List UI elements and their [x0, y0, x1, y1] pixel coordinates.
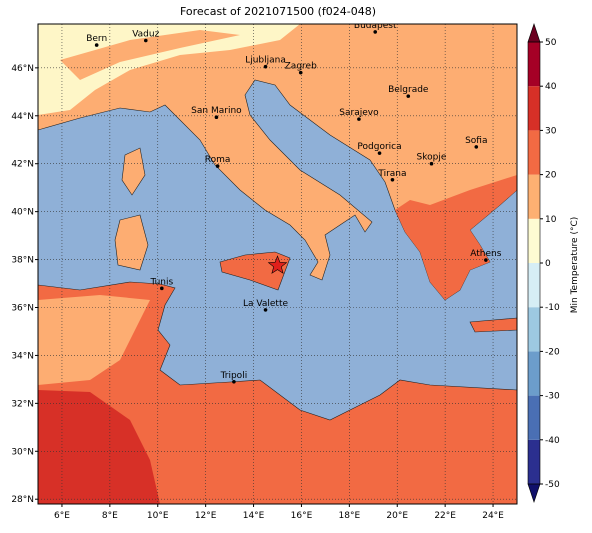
map-frame: [37, 23, 518, 505]
city-dot: [406, 94, 411, 98]
colorbar-tick-label: 50: [545, 38, 557, 48]
lat-tick-label: 44°N: [11, 112, 34, 122]
sicily: [219, 251, 291, 291]
corsica: [121, 147, 146, 196]
lat-tick-label: 40°N: [11, 208, 34, 218]
city-label: Ljubljana: [245, 56, 286, 66]
lat-tick-label: 46°N: [11, 64, 34, 74]
lon-tick-label: 6°E: [54, 511, 70, 521]
colorbar-bin: [528, 307, 540, 352]
colorbar-tick-label: 20: [545, 171, 557, 181]
alps-warm-zone: [60, 30, 240, 80]
colorbar-tick-label: 30: [545, 126, 557, 136]
city-dot: [357, 117, 361, 121]
city-dot: [484, 258, 488, 262]
city-label: Vaduz: [132, 30, 159, 40]
atlas-mild-zone: [38, 295, 150, 385]
city-dot: [263, 64, 268, 69]
colorbar-bin: [528, 174, 540, 219]
location-star: [267, 255, 288, 274]
city-dot: [263, 308, 268, 312]
colorbar-label: Min Temperature (°C): [570, 217, 580, 314]
city-dot: [214, 115, 219, 120]
lat-tick-label: 38°N: [11, 256, 34, 266]
colorbar-extend-high: [527, 23, 541, 43]
lon-tick-label: 20°E: [386, 511, 408, 521]
crete: [469, 317, 517, 333]
city-label: Belgrade: [388, 85, 429, 95]
map-title: Forecast of 2021071500 (f024-048): [180, 5, 376, 18]
city-label: Roma: [205, 155, 231, 165]
colorbar-bin: [528, 351, 540, 396]
city-dot: [390, 177, 395, 182]
colorbar-tick-label: -20: [545, 347, 560, 357]
city-dot: [215, 164, 220, 168]
city-label: Zagreb: [285, 62, 317, 72]
city-dot: [298, 70, 303, 75]
lon-tick-label: 22°E: [434, 511, 456, 521]
colorbar-tick-label: 0: [545, 259, 551, 269]
lon-tick-label: 10°E: [147, 511, 169, 521]
city-dot: [373, 30, 378, 34]
axes: 6°E 8°E 10°E 12°E 14°E 16°E 18°E 20°E 22°E 24°E 28…: [11, 64, 504, 521]
colorbar-bin: [528, 42, 540, 87]
city-label: Sarajevo: [339, 108, 379, 118]
lat-tick-label: 32°N: [11, 399, 34, 409]
colorbar-tick-label: -30: [545, 392, 560, 402]
lat-tick-label: 34°N: [11, 351, 34, 361]
city-label: La Valette: [243, 299, 288, 309]
colorbar-bin: [528, 439, 540, 484]
city-dot: [474, 145, 479, 149]
city-dot: [429, 161, 434, 166]
lon-tick-label: 12°E: [195, 511, 217, 521]
lat-tick-label: 28°N: [11, 495, 34, 505]
lat-tick-label: 30°N: [11, 447, 34, 457]
colorbar-bin: [528, 395, 540, 440]
lon-tick-label: 18°E: [339, 511, 361, 521]
city-label: Sofia: [465, 136, 487, 146]
city-dot: [94, 43, 99, 47]
greece-warm-zone: [395, 175, 517, 300]
colorbar-bin: [528, 263, 540, 308]
city-label: Podgorica: [357, 142, 401, 152]
colorbar-extend-low: [527, 483, 541, 503]
colorbar-tick-label: -10: [545, 303, 560, 313]
colorbar-tick-label: 10: [545, 215, 557, 225]
city-label: Athens: [470, 249, 501, 259]
alps-cool-zone: [38, 24, 300, 115]
city-label: Skopje: [417, 153, 447, 163]
colorbar-bin: [528, 86, 540, 131]
colorbar-bin: [528, 218, 540, 263]
lon-tick-label: 14°E: [243, 511, 265, 521]
city-dot: [377, 151, 382, 155]
colorbar-bin: [528, 130, 540, 175]
colorbar-tick-label: -40: [545, 436, 560, 446]
lon-tick-label: 16°E: [291, 511, 313, 521]
lon-tick-label: 24°E: [482, 511, 504, 521]
colorbar-tick-label: 40: [545, 82, 557, 92]
colorbar-tick-label: -50: [545, 480, 560, 490]
city-label: Tunis: [149, 277, 173, 287]
graticule: [38, 24, 517, 504]
city-dot: [143, 38, 148, 43]
city-label: Tirana: [377, 169, 406, 179]
city-label: Budapest: [354, 21, 397, 31]
colorbar: -50 -40 -30 -20 -10 0 10 20 30 40 50: [527, 23, 560, 503]
lat-tick-label: 42°N: [11, 160, 34, 170]
lon-tick-label: 8°E: [102, 511, 118, 521]
lat-tick-label: 36°N: [11, 303, 34, 313]
africa-land: [38, 281, 517, 504]
city-label: Bern: [86, 34, 107, 44]
city-dot: [232, 379, 236, 384]
city-label: San Marino: [191, 106, 242, 116]
sahara-hot-zone: [38, 390, 160, 504]
city-label: Tripoli: [220, 371, 248, 381]
sardinia: [114, 214, 149, 271]
city-dot: [160, 286, 164, 291]
